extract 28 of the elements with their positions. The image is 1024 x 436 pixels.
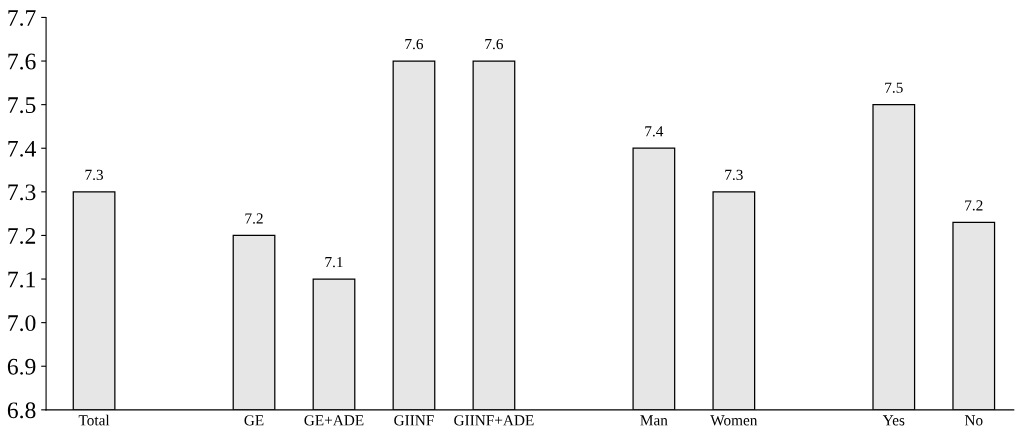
y-tick-label: 6.9 bbox=[7, 358, 36, 375]
y-tick-label: 6.8 bbox=[7, 402, 36, 419]
data-label: 7.3 bbox=[85, 169, 104, 181]
x-tick-label: GE+ADE bbox=[304, 415, 364, 426]
data-label: 7.2 bbox=[245, 213, 263, 224]
data-label: 7.5 bbox=[885, 82, 903, 93]
y-tick-label: 7.4 bbox=[8, 140, 36, 157]
data-label: 7.3 bbox=[725, 169, 743, 181]
x-tick-label: GIINF bbox=[394, 415, 434, 426]
y-tick-label: 7.3 bbox=[8, 184, 36, 201]
x-tick-label: Man bbox=[640, 415, 668, 426]
y-tick-label: 7.0 bbox=[8, 315, 36, 332]
y-tick-label: 7.2 bbox=[8, 228, 36, 244]
y-tick-label: 7.5 bbox=[8, 97, 36, 114]
x-tick-label: GIINF+ADE bbox=[454, 415, 534, 426]
x-tick-label: Yes bbox=[882, 415, 905, 426]
x-tick-label: GE bbox=[244, 415, 264, 426]
x-tick-label: Women bbox=[710, 415, 758, 426]
y-tick-label: 7.6 bbox=[8, 53, 36, 70]
y-tick-label: 7.7 bbox=[8, 10, 36, 26]
data-label: 7.6 bbox=[485, 38, 504, 50]
x-tick-label: Total bbox=[78, 414, 110, 426]
data-label: 7.6 bbox=[405, 38, 424, 50]
data-label: 7.1 bbox=[325, 256, 343, 268]
data-label: 7.4 bbox=[645, 126, 664, 137]
data-label: 7.2 bbox=[965, 200, 983, 211]
x-tick-label: No bbox=[964, 415, 983, 426]
y-tick-label: 7.1 bbox=[8, 271, 35, 288]
